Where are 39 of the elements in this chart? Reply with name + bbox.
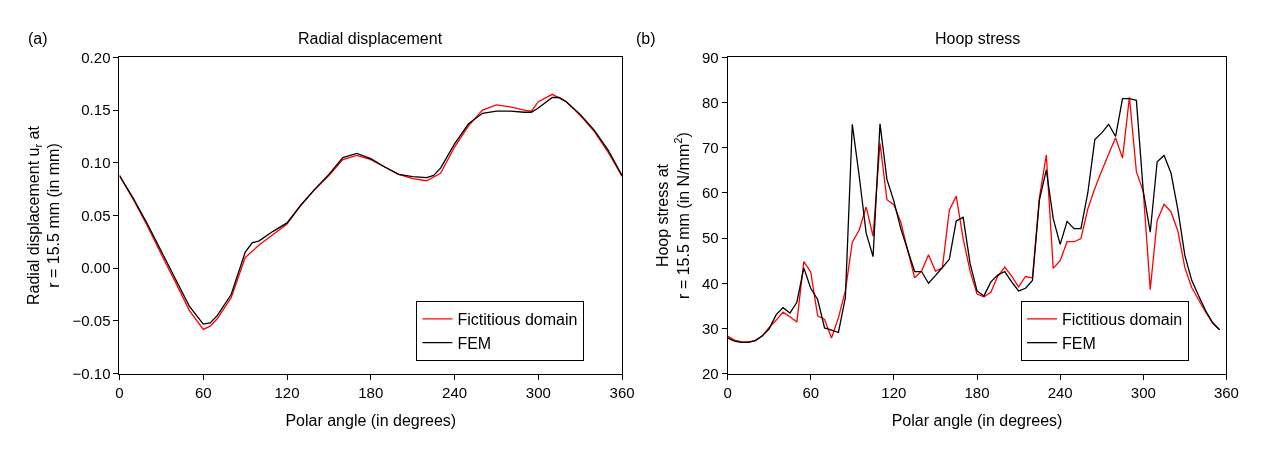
y-tick-label: 0.10: [81, 154, 111, 172]
y-tick-label: −0.10: [72, 364, 111, 382]
x-tick-label: 60: [194, 383, 212, 401]
x-tick-label: 0: [115, 383, 124, 401]
chart-title: Hoop stress: [935, 30, 1021, 47]
text: (a): [28, 30, 48, 47]
text: (b): [636, 30, 656, 47]
x-tick-label: 360: [1213, 383, 1239, 401]
x-tick-label: 240: [442, 383, 468, 401]
y-tick-label: 30: [701, 319, 719, 337]
y-tick-label: 50: [701, 229, 719, 247]
x-tick-label: 240: [1047, 383, 1073, 401]
x-tick-label: 180: [358, 383, 384, 401]
y-tick-label: 20: [701, 364, 719, 382]
x-tick-label: 300: [1130, 383, 1156, 401]
y-tick-label: 0.05: [81, 206, 111, 224]
x-axis-title: Polar angle (in degrees): [891, 412, 1063, 430]
x-tick-label: 60: [802, 383, 820, 401]
x-tick-label: 120: [274, 383, 300, 401]
legend-label: FEM: [457, 334, 492, 352]
y-tick-label: 90: [701, 48, 719, 66]
x-tick-label: 360: [609, 383, 635, 401]
x-tick-label: 300: [525, 383, 551, 401]
x-tick-label: 0: [723, 383, 732, 401]
legend-label: FEM: [1062, 334, 1096, 352]
x-axis-title: Polar angle (in degrees): [285, 412, 457, 430]
y-tick-label: 60: [701, 184, 719, 202]
y-tick-label: 80: [701, 93, 719, 111]
y-tick-label: 0.20: [81, 48, 111, 66]
x-tick-label: 120: [881, 383, 907, 401]
y-tick-label: 40: [701, 274, 719, 292]
y-tick-label: −0.05: [72, 312, 111, 330]
legend-label: Fictitious domain: [457, 311, 578, 329]
y-tick-label: 0.00: [81, 259, 111, 277]
chart-title: Radial displacement: [298, 30, 443, 47]
y-tick-label: 0.15: [81, 101, 111, 119]
y-tick-label: 70: [701, 139, 719, 157]
x-tick-label: 180: [964, 383, 990, 401]
legend-label: Fictitious domain: [1062, 311, 1183, 329]
